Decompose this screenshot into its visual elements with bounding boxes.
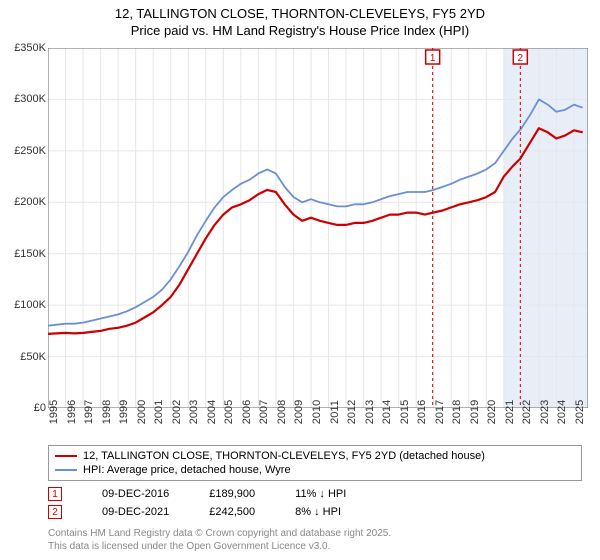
footnote-line-2: This data is licensed under the Open Gov… bbox=[48, 541, 391, 554]
title-line-2: Price paid vs. HM Land Registry's House … bbox=[0, 23, 600, 40]
x-tick-label: 2014 bbox=[381, 400, 393, 424]
marker-delta-1: 11% ↓ HPI bbox=[295, 488, 346, 500]
x-tick-label: 2020 bbox=[486, 400, 498, 424]
x-tick-label: 2003 bbox=[188, 400, 200, 424]
y-tick-label: £250K bbox=[14, 145, 46, 157]
x-tick-label: 2019 bbox=[469, 400, 481, 424]
legend-label-2: HPI: Average price, detached house, Wyre bbox=[83, 464, 291, 476]
marker-delta-2: 8% ↓ HPI bbox=[295, 506, 341, 518]
x-tick-label: 2022 bbox=[521, 400, 533, 424]
marker-box-1: 1 bbox=[48, 487, 62, 501]
chart-svg: 12 bbox=[48, 48, 588, 408]
legend-item-price-paid: 12, TALLINGTON CLOSE, THORNTON-CLEVELEYS… bbox=[55, 449, 575, 463]
y-tick-label: £150K bbox=[14, 248, 46, 260]
title-line-1: 12, TALLINGTON CLOSE, THORNTON-CLEVELEYS… bbox=[0, 6, 600, 23]
x-tick-label: 2006 bbox=[241, 400, 253, 424]
legend-box: 12, TALLINGTON CLOSE, THORNTON-CLEVELEYS… bbox=[48, 445, 582, 481]
chart-title: 12, TALLINGTON CLOSE, THORNTON-CLEVELEYS… bbox=[0, 0, 600, 40]
footnote-line-1: Contains HM Land Registry data © Crown c… bbox=[48, 528, 391, 541]
y-tick-label: £50K bbox=[20, 351, 46, 363]
x-tick-label: 2018 bbox=[451, 400, 463, 424]
x-tick-label: 1996 bbox=[66, 400, 78, 424]
x-tick-label: 2000 bbox=[136, 400, 148, 424]
x-tick-label: 2015 bbox=[399, 400, 411, 424]
x-tick-label: 2010 bbox=[311, 400, 323, 424]
x-tick-label: 2024 bbox=[556, 400, 568, 424]
footnote: Contains HM Land Registry data © Crown c… bbox=[48, 528, 391, 553]
x-tick-label: 1999 bbox=[118, 400, 130, 424]
x-tick-label: 2008 bbox=[276, 400, 288, 424]
x-tick-label: 2001 bbox=[153, 400, 165, 424]
chart-plot-area: 12 bbox=[48, 48, 588, 408]
x-tick-label: 1998 bbox=[101, 400, 113, 424]
x-tick-label: 2016 bbox=[416, 400, 428, 424]
marker-date-1: 09-DEC-2016 bbox=[102, 488, 169, 500]
y-tick-label: £200K bbox=[14, 196, 46, 208]
x-tick-label: 2025 bbox=[574, 400, 586, 424]
x-tick-label: 2013 bbox=[364, 400, 376, 424]
y-tick-label: £350K bbox=[14, 42, 46, 54]
marker-row-2: 2 09-DEC-2021 £242,500 8% ↓ HPI bbox=[48, 503, 582, 521]
x-tick-label: 1995 bbox=[48, 400, 60, 424]
x-tick-label: 2005 bbox=[223, 400, 235, 424]
y-tick-label: £300K bbox=[14, 93, 46, 105]
marker-row-1: 1 09-DEC-2016 £189,900 11% ↓ HPI bbox=[48, 485, 582, 503]
marker-box-2: 2 bbox=[48, 505, 62, 519]
marker-table: 1 09-DEC-2016 £189,900 11% ↓ HPI 2 09-DE… bbox=[48, 485, 582, 521]
x-tick-label: 1997 bbox=[83, 400, 95, 424]
legend-swatch-1 bbox=[55, 455, 77, 457]
y-tick-label: £0 bbox=[34, 402, 46, 414]
legend-label-1: 12, TALLINGTON CLOSE, THORNTON-CLEVELEYS… bbox=[83, 450, 485, 462]
legend-swatch-2 bbox=[55, 469, 77, 471]
x-tick-label: 2017 bbox=[434, 400, 446, 424]
svg-text:1: 1 bbox=[430, 53, 436, 64]
x-tick-label: 2009 bbox=[293, 400, 305, 424]
x-tick-label: 2002 bbox=[171, 400, 183, 424]
marker-date-2: 09-DEC-2021 bbox=[102, 506, 169, 518]
marker-price-2: £242,500 bbox=[209, 506, 255, 518]
marker-price-1: £189,900 bbox=[209, 488, 255, 500]
legend-item-hpi: HPI: Average price, detached house, Wyre bbox=[55, 463, 575, 477]
x-tick-label: 2023 bbox=[539, 400, 551, 424]
y-tick-label: £100K bbox=[14, 299, 46, 311]
x-tick-label: 2007 bbox=[258, 400, 270, 424]
svg-text:2: 2 bbox=[518, 53, 524, 64]
x-tick-label: 2004 bbox=[206, 400, 218, 424]
x-tick-label: 2021 bbox=[504, 400, 516, 424]
x-tick-label: 2011 bbox=[329, 400, 341, 424]
x-tick-label: 2012 bbox=[346, 400, 358, 424]
